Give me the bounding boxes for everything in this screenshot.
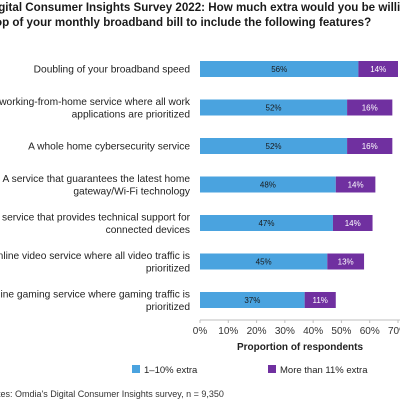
bar-value-label: 52%	[266, 142, 282, 151]
legend-swatch	[268, 365, 276, 373]
bar-value-label: 16%	[362, 142, 378, 151]
x-tick-label: 30%	[275, 326, 295, 337]
bar-segment	[200, 292, 305, 308]
bar-segment	[347, 138, 393, 154]
legend-swatch	[132, 365, 140, 373]
x-tick-label: 20%	[247, 326, 267, 337]
source-note-text: otes: Omdia's Digital Consumer Insights …	[0, 389, 224, 399]
x-tick-label: 70%	[388, 326, 400, 337]
chart-title: igital Consumer Insights Survey 2022: Ho…	[0, 0, 400, 30]
bar-value-label: 14%	[345, 219, 361, 228]
category-label: A whole home cybersecurity service	[28, 142, 190, 153]
category-label: prioritized	[146, 302, 190, 313]
bar-segment	[332, 215, 373, 231]
category-label: A service that guarantees the latest hom…	[3, 174, 191, 185]
x-tick-label: 10%	[218, 326, 238, 337]
chart-title-line-2: op of your monthly broadband bill to inc…	[0, 16, 372, 29]
bar-segment	[200, 61, 359, 77]
category-label: gateway/Wi-Fi technology	[73, 186, 191, 197]
bar-segment	[200, 138, 348, 154]
bar-value-label: 14%	[370, 65, 386, 74]
bar-value-label: 52%	[266, 104, 282, 113]
chart-title-line-1: igital Consumer Insights Survey 2022: Ho…	[0, 1, 400, 14]
bar-value-label: 13%	[338, 258, 354, 267]
bar-segment	[200, 176, 336, 193]
bar-segment	[358, 61, 398, 77]
legend-label: More than 11% extra	[280, 365, 368, 376]
bar-value-label: 16%	[362, 104, 378, 113]
bar-value-label: 48%	[260, 181, 276, 190]
bar-value-label: 45%	[256, 258, 272, 267]
bar-value-label: 56%	[271, 65, 287, 74]
bar-segment	[347, 99, 393, 116]
bar-value-label: 37%	[244, 296, 260, 305]
category-label: Doubling of your broadband speed	[34, 65, 191, 76]
source-note: otes: Omdia's Digital Consumer Insights …	[0, 389, 400, 399]
x-tick-label: 50%	[331, 326, 351, 337]
category-label: An online video service where all video …	[0, 251, 190, 262]
category-label: prioritized	[146, 263, 190, 274]
x-tick-label: 0%	[193, 326, 208, 337]
bar-segment	[335, 176, 376, 193]
legend-label: 1–10% extra	[144, 365, 198, 376]
x-tick-label: 40%	[303, 326, 323, 337]
bar-value-label: 14%	[348, 181, 364, 190]
bar-segment	[200, 99, 348, 116]
bar-value-label: 11%	[313, 296, 328, 305]
category-label: A service that provides technical suppor…	[0, 212, 191, 223]
bar-segment	[327, 253, 365, 270]
bar-segment	[200, 215, 333, 231]
x-axis-title: Proportion of respondents	[237, 342, 364, 353]
category-label: An online gaming service where gaming tr…	[0, 289, 190, 300]
category-label: applications are prioritized	[72, 109, 191, 120]
bar-value-label: 47%	[258, 219, 274, 228]
x-tick-label: 60%	[360, 326, 380, 337]
category-label: connected devices	[106, 225, 190, 236]
category-label: A working-from-home service where all wo…	[0, 97, 191, 108]
bar-segment	[304, 292, 336, 308]
bar-segment	[200, 253, 328, 270]
